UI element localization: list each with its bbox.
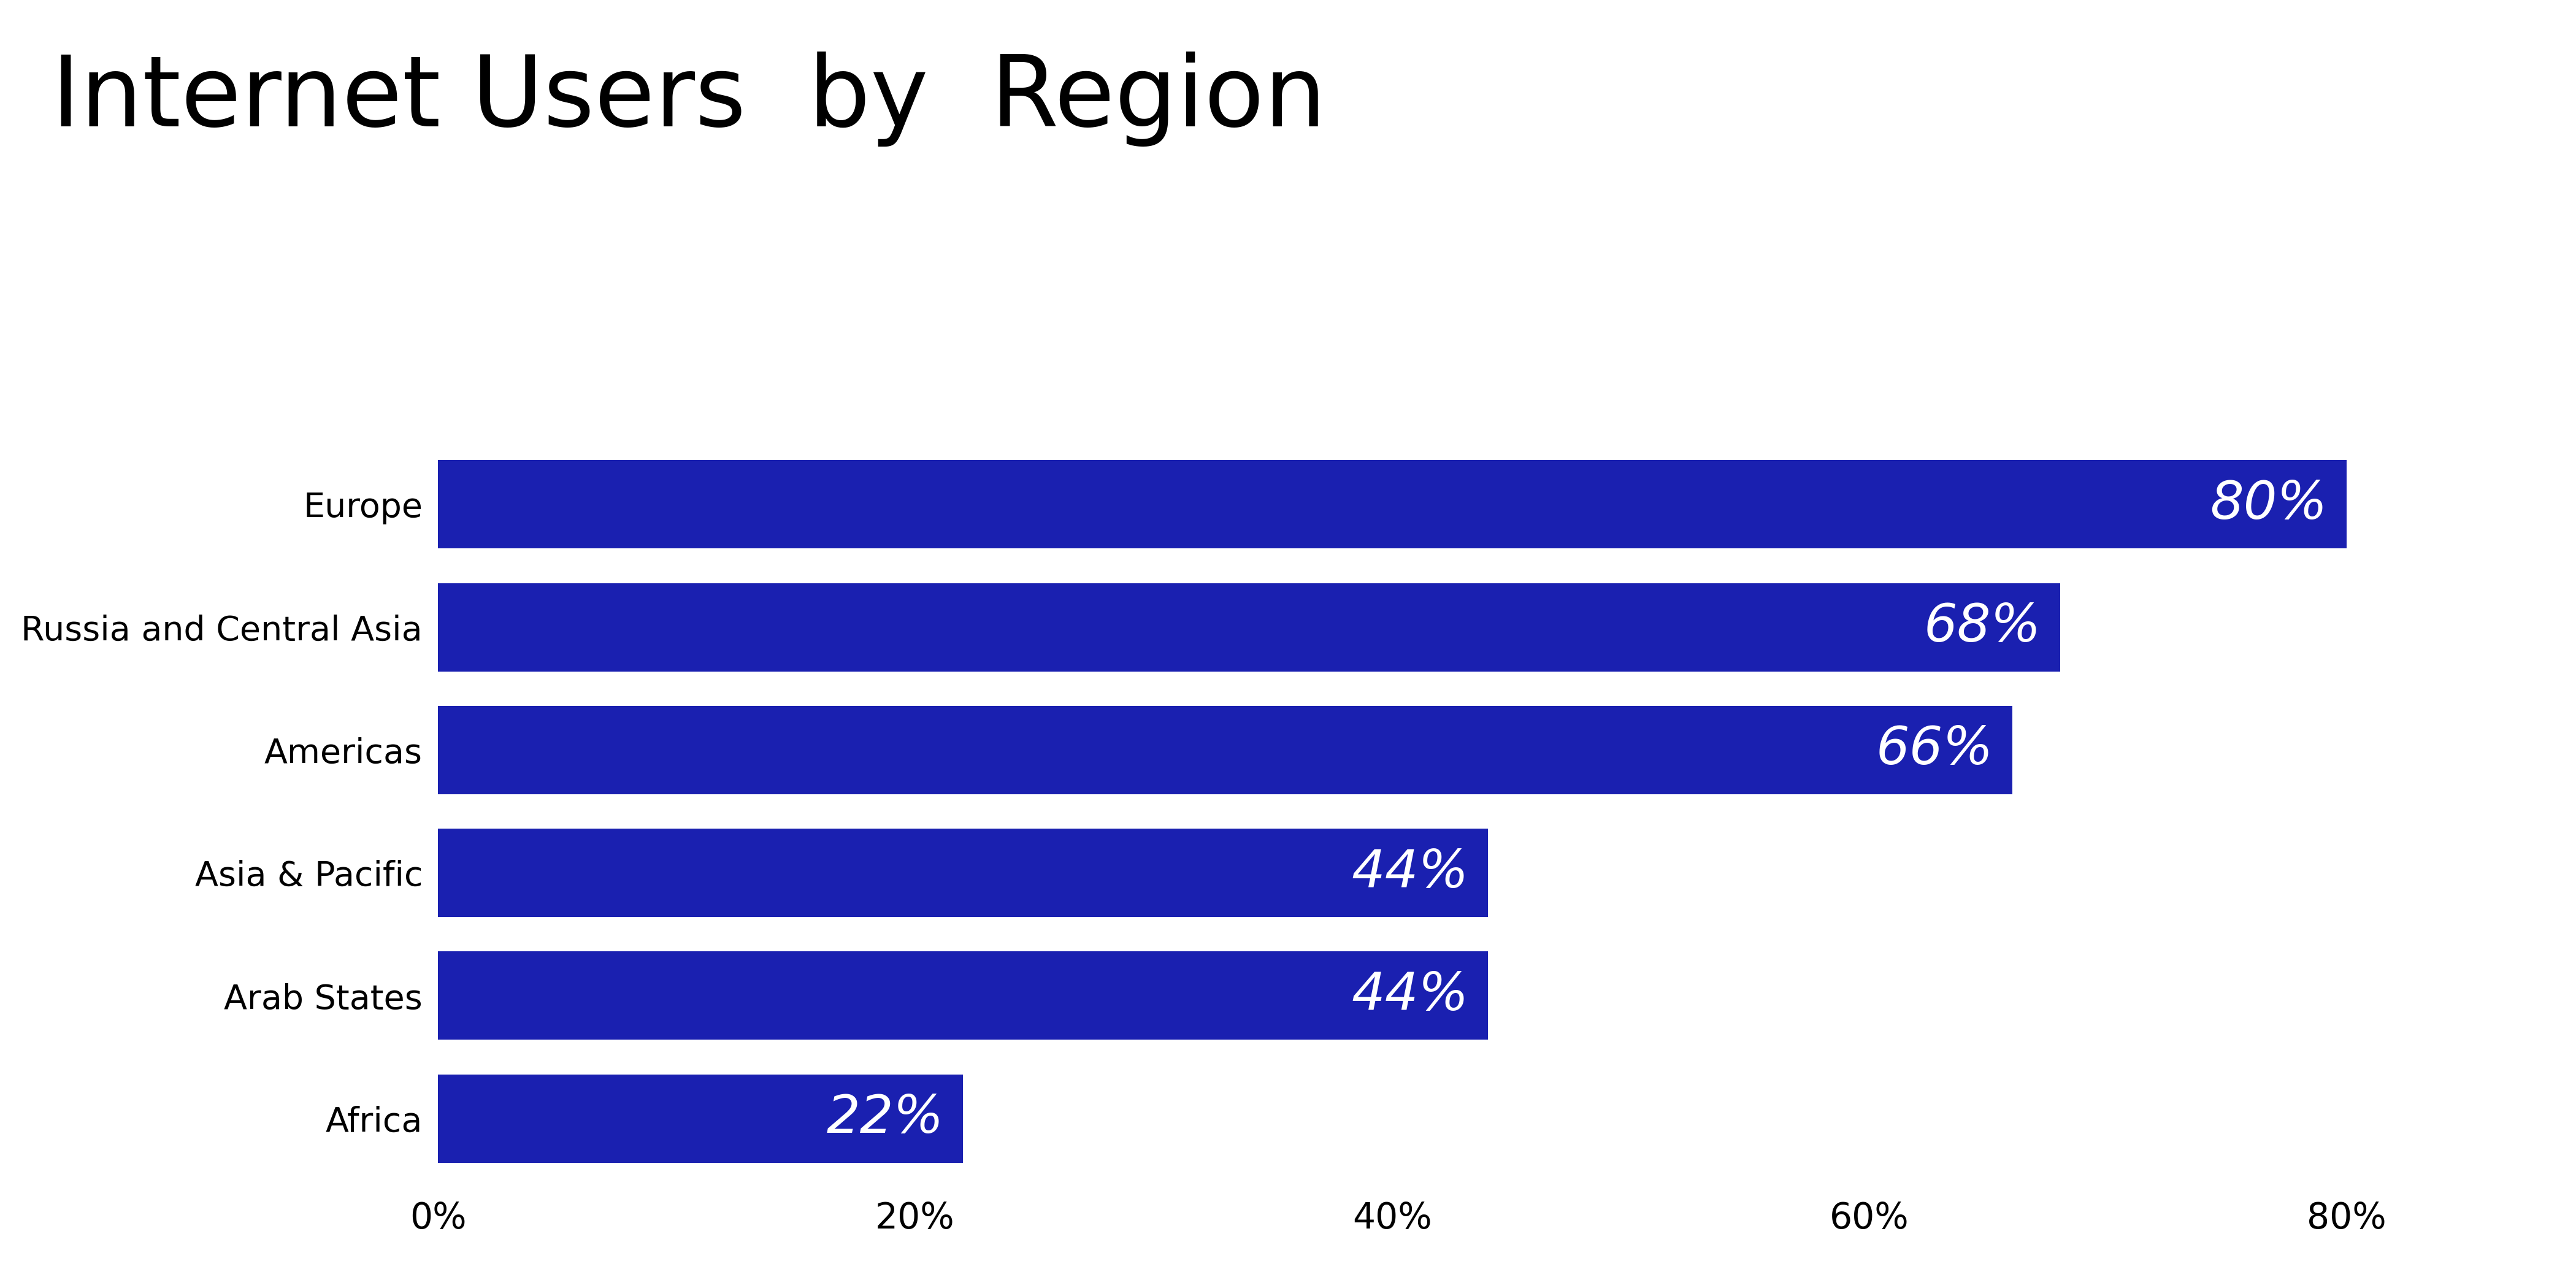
Bar [438,1074,963,1163]
Bar [438,583,2061,671]
Text: 80%: 80% [2210,479,2329,529]
Bar [438,828,1489,917]
Bar [438,460,2347,549]
Text: Internet Users  by  Region: Internet Users by Region [52,52,1327,147]
Bar [438,952,1489,1039]
Text: 44%: 44% [1352,848,1468,898]
Text: 68%: 68% [1924,601,2040,653]
Bar [438,706,2012,795]
Text: 66%: 66% [1875,725,1994,775]
Text: 22%: 22% [827,1094,943,1144]
Text: 44%: 44% [1352,970,1468,1021]
